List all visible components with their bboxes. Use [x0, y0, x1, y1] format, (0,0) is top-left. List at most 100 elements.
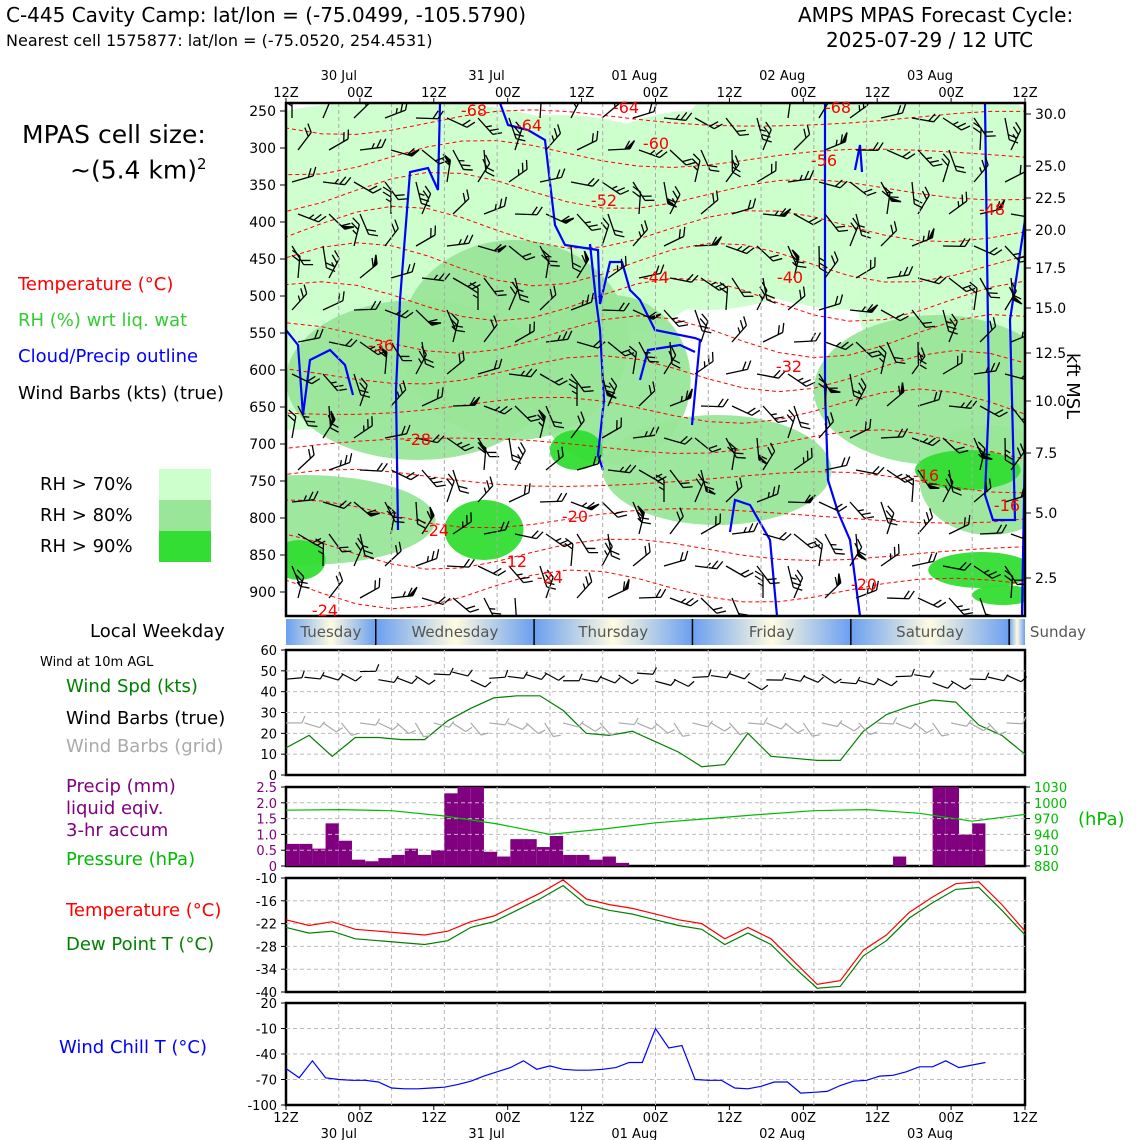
wind-barb-feather: [932, 552, 938, 562]
wind-barb-feather: [995, 201, 1001, 211]
wind-barb-feather: [1013, 252, 1020, 256]
wind-barb-staff: [855, 213, 863, 236]
wind-barb-feather: [541, 249, 550, 257]
wind-barb-staff: [285, 677, 302, 680]
wind-barb-feather: [932, 163, 943, 167]
wind-barb-staff: [297, 405, 309, 426]
wind-barb-staff: [514, 450, 526, 471]
wind-barb-feather: [608, 382, 616, 391]
wind-barb-staff: [793, 456, 813, 471]
wind-barb-feather: [536, 206, 543, 216]
wind-barb-feather: [315, 538, 324, 545]
wind-barb-feather: [799, 289, 802, 300]
wind-barb-feather: [470, 512, 472, 522]
wind-barb-feather: [620, 258, 623, 269]
wind-barb-feather: [432, 434, 440, 442]
wind-barb-staff: [581, 678, 598, 683]
wind-barb: [725, 117, 749, 136]
wind-barb-feather: [704, 485, 715, 491]
wind-barb: [824, 572, 842, 599]
wind-barb-feather: [618, 302, 625, 311]
wind-barb: [1010, 209, 1034, 219]
temperature-contour: [286, 313, 1025, 359]
wind-barb-feather: [887, 505, 895, 514]
wind-barb-staff: [477, 162, 491, 183]
wind-barb-feather: [1019, 164, 1022, 175]
precip-panel-frame: [284, 785, 1027, 868]
wind-barb-staff: [525, 673, 542, 681]
wind-barb-feather: [540, 673, 547, 680]
wind-barb-feather: [463, 558, 470, 568]
wind-barb-staff: [663, 559, 686, 567]
wind-barb-grid: [359, 718, 381, 726]
wind-barb-grid: [839, 722, 861, 732]
wind-barb: [973, 155, 989, 183]
wind-barb-feather: [628, 350, 637, 358]
wind-barb-staff: [818, 544, 824, 567]
wind-barb-staff: [669, 597, 691, 607]
wind-barb: [818, 412, 835, 439]
weekday-cell: [286, 619, 376, 645]
wind-barb-feather: [1005, 459, 1014, 466]
wind-barb: [415, 501, 427, 529]
wind-barb-feather: [772, 257, 783, 262]
wind-barb-staff: [818, 501, 840, 512]
wind-barb-feather: [504, 520, 510, 531]
wind-barb-feather: [474, 396, 481, 406]
wind-barb-feather: [304, 127, 309, 137]
wind-barb-feather: [613, 229, 623, 233]
wind-barb-staff: [895, 675, 912, 678]
wind-barb-feather: [301, 715, 306, 724]
wind-barb-feather: [809, 170, 815, 180]
wind-barb-feather: [517, 289, 524, 292]
wind-barb-staff: [638, 469, 659, 482]
wind-barb-staff: [483, 529, 506, 535]
wind-barb-staff: [618, 674, 633, 685]
wind-barb: [793, 125, 811, 151]
wind-barb-feather: [860, 377, 867, 387]
wind-barb: [541, 249, 551, 279]
wind-barb: [322, 410, 336, 439]
wind-barb-feather: [318, 328, 324, 339]
wind-barb-staff: [725, 245, 747, 255]
wind-barb-feather: [644, 220, 649, 230]
wind-barb-staff: [297, 576, 305, 599]
wind-barb: [669, 185, 681, 215]
wind-barb-grid: [692, 720, 714, 728]
wind-barb-pennant: [583, 250, 589, 264]
wind-barb-feather: [1028, 209, 1034, 218]
wind-barb-staff: [570, 181, 593, 187]
wind-barb-staff: [942, 309, 950, 332]
wind-barb-feather: [597, 341, 606, 349]
wind-barb-staff: [452, 277, 473, 290]
wind-barb-feather: [879, 357, 885, 363]
wind-barb-feather: [733, 452, 744, 455]
wind-barb-feather: [431, 550, 435, 561]
wind-barb-feather: [874, 257, 876, 267]
wind-barb: [787, 565, 803, 591]
wind-barb: [793, 405, 811, 430]
legend-cloud-outline: Cloud/Precip outline: [18, 346, 199, 367]
wind-barb-feather: [610, 550, 620, 556]
wind-barb-feather: [709, 121, 719, 127]
pressure-tick-label: 250: [249, 104, 276, 120]
wind-barb-feather: [668, 350, 674, 360]
wind-barb: [979, 405, 1008, 418]
bottom-date-label: 30 Jul: [321, 1127, 357, 1140]
wind-barb-feather: [517, 446, 524, 456]
wind-barb-feather: [814, 537, 823, 545]
wind-barb: [297, 328, 324, 343]
wind-barb-feather: [469, 287, 479, 294]
wind-barb-staff: [601, 309, 625, 312]
wind-barb: [446, 234, 474, 247]
wind-barb-feather: [906, 153, 916, 160]
wind-barb: [1010, 443, 1025, 471]
wind-barb-feather: [318, 215, 327, 223]
temperature-contour-label: -12: [501, 552, 527, 571]
wind-barb: [390, 469, 420, 481]
wind-barb-staff: [415, 181, 422, 204]
precip-bar: [483, 851, 498, 866]
wind-barb-staff: [421, 515, 435, 535]
wind-barb: [700, 190, 719, 215]
wind-barb-staff: [433, 673, 450, 676]
